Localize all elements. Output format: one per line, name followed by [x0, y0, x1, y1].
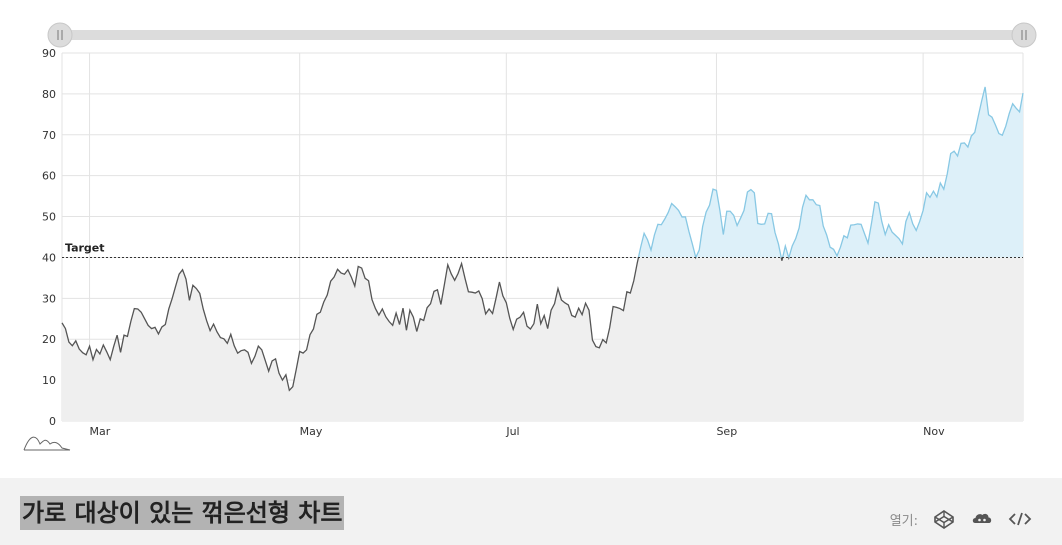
series-line-below-target [61, 257, 790, 392]
range-slider[interactable] [47, 22, 1037, 48]
codepen-icon[interactable] [932, 509, 956, 529]
area-chart-icon [23, 436, 71, 451]
y-tick-label: 0 [49, 415, 56, 428]
area-fill-below-target [62, 257, 1023, 421]
y-tick-label: 20 [42, 333, 56, 346]
y-tick-label: 40 [42, 251, 56, 264]
y-tick-label: 60 [42, 170, 56, 183]
y-tick-label: 50 [42, 211, 56, 224]
area-fill-above-target [638, 86, 1023, 258]
code-icon[interactable] [1008, 509, 1032, 529]
target-layer: Target [62, 241, 1023, 258]
series-line-above-target [637, 86, 1024, 258]
range-slider-right-handle[interactable] [1011, 22, 1037, 48]
open-in-toolbar: 열기: [890, 509, 1032, 529]
chart-title: 가로 대상이 있는 꺾은선형 차트 [20, 496, 345, 530]
axis-layer: 0 10 20 30 40 50 60 70 80 90 Mar May Jul Sep Nov [42, 47, 945, 438]
chart-footer: 가로 대상이 있는 꺾은선형 차트 열기: [0, 478, 1062, 545]
y-tick-label: 30 [42, 292, 56, 305]
y-tick-label: 70 [42, 129, 56, 142]
x-tick-label: Jul [505, 425, 519, 438]
range-slider-left-handle[interactable] [47, 22, 73, 48]
handle-knob [1011, 22, 1037, 48]
y-tick-label: 10 [42, 374, 56, 387]
open-label: 열기: [889, 513, 918, 529]
target-label: Target [65, 241, 105, 254]
range-slider-track[interactable] [60, 30, 1024, 40]
codesandbox-icon[interactable] [970, 509, 994, 529]
x-tick-label: May [300, 425, 323, 438]
line-chart: Target 0 10 20 30 40 50 60 70 80 90 Mar May Jul Sep No… [23, 22, 1037, 451]
chart-area: Target 0 10 20 30 40 50 60 70 80 90 Mar May Jul Sep No… [23, 22, 1037, 451]
x-tick-label: Mar [90, 425, 111, 438]
mini-icon-path [23, 436, 71, 451]
area-layer [61, 86, 1024, 421]
x-tick-label: Nov [923, 425, 945, 438]
x-tick-label: Sep [716, 425, 737, 438]
y-tick-label: 90 [42, 47, 56, 60]
handle-knob [47, 22, 73, 48]
y-tick-label: 80 [42, 88, 56, 101]
